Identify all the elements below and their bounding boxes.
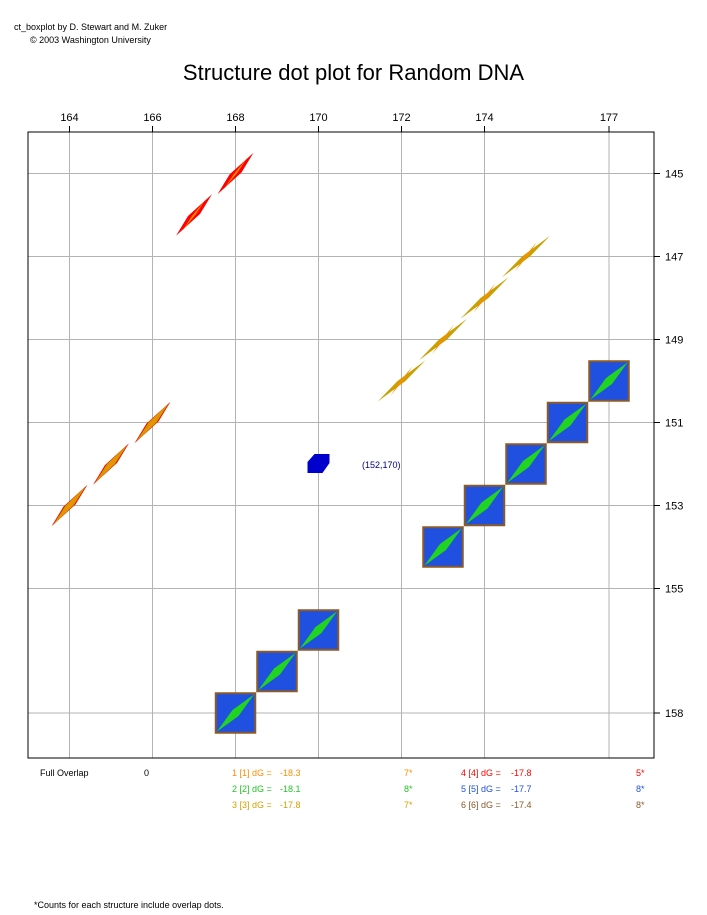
- legend-entry-label: 1 [1] dG =: [232, 768, 272, 778]
- legend-entry-dg: -17.8: [280, 800, 301, 810]
- legend-entry-count: 8*: [636, 800, 645, 810]
- legend-entry-dg: -17.4: [511, 800, 532, 810]
- dot-s1: [58, 490, 81, 521]
- overlap-dot: [307, 454, 330, 473]
- annotation-label: (152,170): [362, 460, 401, 470]
- plot-frame: [27, 131, 655, 759]
- footnote: *Counts for each structure include overl…: [34, 900, 224, 910]
- x-tick-label: 170: [309, 112, 327, 124]
- y-tick-label: 151: [665, 418, 683, 430]
- dot-s2: [258, 652, 296, 691]
- legend-entry-label: 6 [6] dG =: [461, 800, 501, 810]
- y-tick-label: 153: [665, 501, 683, 513]
- legend-entry-label: 3 [3] dG =: [232, 800, 272, 810]
- dot-s1: [224, 158, 247, 189]
- credit-line-2: © 2003 Washington University: [30, 35, 151, 45]
- dot-s2: [465, 486, 504, 525]
- x-tick-label: 168: [226, 112, 244, 124]
- x-tick-label: 174: [475, 112, 493, 124]
- x-tick-label: 166: [143, 112, 161, 124]
- dot-s1: [141, 407, 164, 438]
- legend-full-overlap-label: Full Overlap: [40, 768, 89, 778]
- legend-entry-dg: -17.7: [511, 784, 532, 794]
- legend-entry-count: 5*: [636, 768, 645, 778]
- legend-entry-count: 7*: [404, 800, 413, 810]
- legend-entry-count: 8*: [404, 784, 413, 794]
- grid-layer: [28, 132, 654, 758]
- x-tick-label: 172: [392, 112, 410, 124]
- y-tick-label: 145: [665, 169, 683, 181]
- dot-s2: [216, 694, 255, 732]
- dot-s1: [100, 449, 122, 479]
- legend-entry-count: 7*: [404, 768, 413, 778]
- y-tick-label: 158: [665, 708, 683, 720]
- dot-s1: [183, 200, 205, 230]
- x-tick-label: 177: [600, 112, 618, 124]
- dot-s1: [515, 241, 537, 272]
- legend-entry-dg: -17.8: [511, 768, 532, 778]
- legend-entry-count: 8*: [636, 784, 645, 794]
- dot-s2: [299, 611, 338, 649]
- marks-layer: [51, 152, 630, 734]
- chart-title: Structure dot plot for Random DNA: [182, 60, 525, 85]
- legend-entry-label: 4 [4] dG =: [461, 768, 501, 778]
- dot-s1: [432, 324, 454, 355]
- x-tick-label: 164: [60, 112, 78, 124]
- legend-full-overlap-count: 0: [144, 768, 150, 778]
- credit-line-1: ct_boxplot by D. Stewart and M. Zuker: [14, 22, 168, 32]
- dot-s1: [390, 366, 413, 396]
- dot-s2: [507, 445, 545, 483]
- legend-entry-dg: -18.3: [280, 768, 301, 778]
- legend-entry-label: 5 [5] dG =: [461, 784, 501, 794]
- dot-s1: [473, 283, 496, 313]
- dot-s2: [424, 528, 462, 566]
- ticks-layer: 164 166 168 170 172 174 177 145 147 149 151 153 155 1…: [60, 112, 683, 720]
- dot-s2: [590, 362, 628, 400]
- legend-entry-label: 2 [2] dG =: [232, 784, 272, 794]
- y-tick-label: 149: [665, 335, 683, 347]
- legend-entry-dg: -18.1: [280, 784, 301, 794]
- y-tick-label: 155: [665, 584, 683, 596]
- y-tick-label: 147: [665, 252, 683, 264]
- dot-s2: [548, 403, 587, 442]
